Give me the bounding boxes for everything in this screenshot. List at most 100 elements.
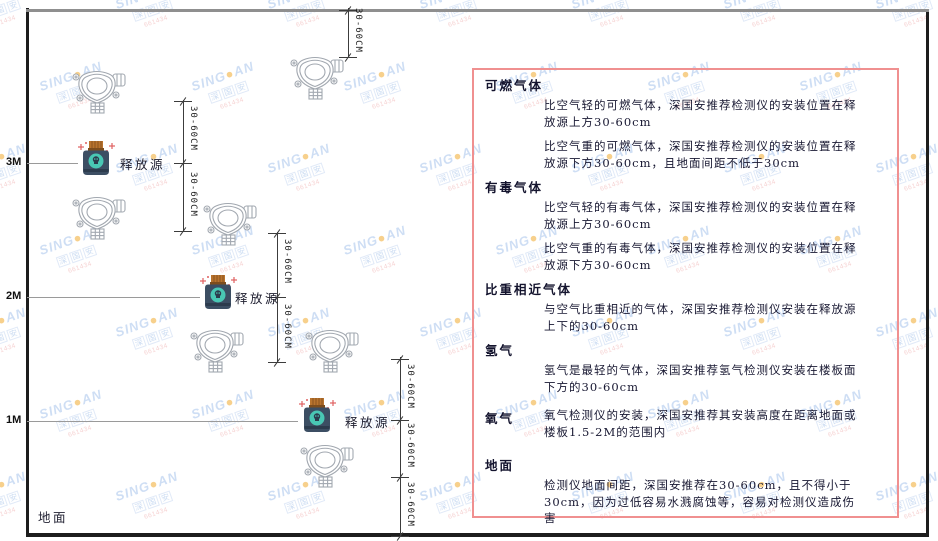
watermark-subtext-char: 安 (385, 244, 401, 259)
release-source-icon (78, 141, 115, 175)
watermark-brand: SING●AN (0, 304, 28, 339)
watermark-subtext-char: 国 (448, 331, 464, 346)
watermark-subtext-char: 深 (207, 89, 223, 104)
watermark-subtext-char: 深 (207, 253, 223, 268)
gas-detector-icon (203, 202, 257, 246)
watermark-code: 661434 (219, 96, 245, 111)
watermark-code: 661434 (371, 96, 397, 111)
watermark-subtext: 深国安 (270, 0, 338, 28)
watermark-subtext-char: 国 (372, 249, 388, 264)
panel-section: 氧气 氧气检测仪的安装，深国安推荐其安装高度在距离地面或楼板1.5-2M的范围内 (485, 407, 886, 440)
dimension-bracket (348, 8, 349, 58)
watermark-dot-icon: ● (451, 147, 465, 165)
watermark-brand: SING●AN (265, 140, 333, 176)
watermark-subtext: 深国安 (726, 0, 794, 28)
gas-detector-icon (190, 329, 244, 373)
section-heading: 有毒气体 (485, 180, 544, 195)
watermark-subtext-char: 深 (359, 253, 375, 268)
watermark-subtext-char: 国 (296, 495, 312, 510)
watermark-subtext-char: 国 (0, 495, 8, 510)
watermark-subtext-char: 国 (68, 249, 84, 264)
section-heading: 氧气 (485, 411, 515, 426)
gas-detector-icon (300, 444, 354, 488)
gas-detector-icon (290, 56, 344, 100)
watermark-subtext-char: 安 (157, 326, 173, 341)
watermark-subtext-char: 深 (359, 89, 375, 104)
watermark-subtext-char: 安 (5, 0, 21, 13)
watermark-dot-icon: ● (451, 311, 465, 329)
watermark-subtext-char: 深 (207, 417, 223, 432)
watermark-subtext-char: 安 (5, 490, 21, 505)
release-source-label: 释放源 (235, 291, 281, 306)
dimension-bracket (183, 100, 184, 232)
watermark-subtext-char: 国 (448, 167, 464, 182)
watermark-dot-icon: ● (0, 311, 9, 329)
section-paragraph: 氧气检测仪的安装，深国安推荐其安装高度在距离地面或楼板1.5-2M的范围内 (544, 408, 857, 439)
ceiling-line (26, 9, 929, 12)
watermark-dot-icon: ● (0, 475, 9, 493)
height-line (27, 421, 298, 422)
watermark-subtext-char: 国 (144, 331, 160, 346)
watermark-subtext-char: 国 (0, 3, 8, 18)
height-line (27, 163, 78, 164)
height-line (27, 297, 200, 298)
watermark-subtext: 深国安 (42, 400, 110, 438)
axis-label-1m: 1M (6, 414, 22, 426)
watermark-subtext-char: 深 (283, 171, 299, 186)
release-source-icon (299, 398, 336, 432)
watermark-subtext: 深国安 (574, 0, 642, 28)
watermark-subtext-char: 安 (309, 162, 325, 177)
watermark-subtext-char: 深 (55, 253, 71, 268)
watermark-dot-icon: ● (299, 147, 313, 165)
watermark-subtext-char: 深 (283, 499, 299, 514)
release-source-icon (200, 275, 237, 309)
watermark-dot-icon: ● (907, 147, 921, 165)
axis-label-2m: 2M (6, 290, 22, 302)
left-wall-line (26, 8, 29, 537)
section-heading: 比重相近气体 (485, 282, 573, 297)
dimension-label: 30-60CM (353, 8, 363, 53)
watermark-subtext-char: 安 (233, 80, 249, 95)
section-paragraph: 氢气是最轻的气体，深国安推荐氢气检测仪安装在楼板面下方的30-60cm (544, 363, 857, 394)
watermark-dot-icon: ● (907, 475, 921, 493)
gas-detector (69, 68, 127, 116)
watermark-subtext: 深国安 (118, 318, 186, 356)
gas-detector (200, 200, 258, 248)
dimension-bracket (400, 357, 401, 537)
watermark-subtext: 深国安 (270, 154, 338, 192)
watermark-dot-icon: ● (71, 393, 85, 411)
watermark-code: 661434 (0, 506, 17, 521)
watermark-subtext-char: 深 (131, 499, 147, 514)
dimension-label: 30-60CM (282, 239, 292, 284)
ground-label: 地面 (38, 510, 69, 525)
watermark-brand: SING●AN (341, 58, 409, 94)
watermark-dot-icon: ● (147, 475, 161, 493)
watermark-subtext-char: 国 (904, 495, 920, 510)
release-source (295, 397, 339, 437)
watermark-subtext-char: 国 (220, 85, 236, 100)
watermark-code: 661434 (143, 178, 169, 193)
watermark-brand: SING●AN (113, 468, 181, 504)
panel-section: 氢气 氢气是最轻的气体，深国安推荐氢气检测仪安装在楼板面下方的30-60cm (485, 342, 886, 395)
watermark-subtext-char: 安 (385, 80, 401, 95)
watermark-dot-icon: ● (147, 311, 161, 329)
watermark-subtext: 深国安 (118, 0, 186, 28)
watermark-dot-icon: ● (375, 229, 389, 247)
watermark-dot-icon: ● (451, 475, 465, 493)
watermark-subtext: 深国安 (118, 482, 186, 520)
watermark-subtext: 深国安 (346, 72, 414, 110)
ground-line (26, 533, 929, 537)
gas-detector (69, 194, 127, 242)
